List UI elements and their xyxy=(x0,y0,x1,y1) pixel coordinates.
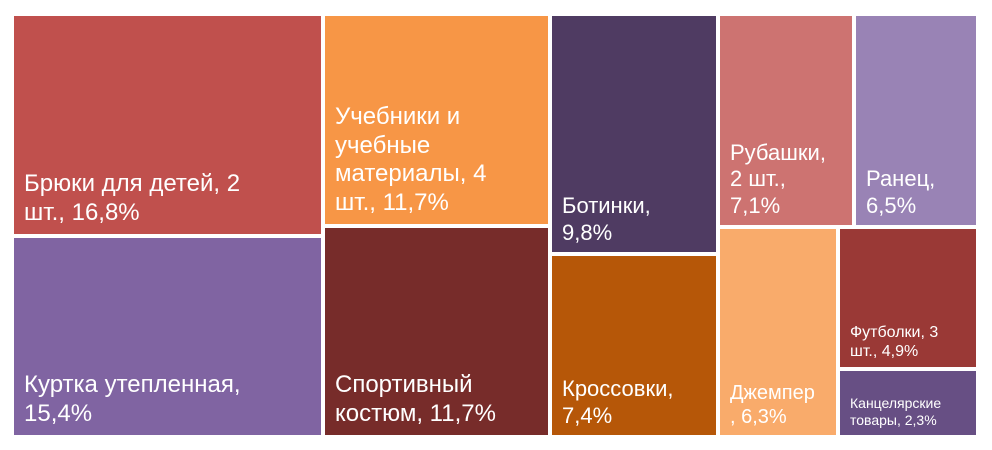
tile-label: Ранец, 6,5% xyxy=(866,166,936,218)
treemap-tile: Спортивный костюм, 11,7% xyxy=(323,226,550,437)
tile-label: Рубашки, 2 шт., 7,1% xyxy=(730,139,826,218)
treemap-tile: Учебники и учебные материалы, 4 шт., 11,… xyxy=(323,14,550,226)
treemap-tile: Канцелярские товары, 2,3% xyxy=(838,369,978,437)
treemap-tile: Ботинки, 9,8% xyxy=(550,14,718,254)
treemap-tile: Джемпер , 6,3% xyxy=(718,227,838,437)
tile-label: Канцелярские товары, 2,3% xyxy=(850,395,942,429)
treemap-tile: Куртка утепленная, 15,4% xyxy=(12,236,323,437)
tile-label: Спортивный костюм, 11,7% xyxy=(335,371,496,428)
treemap-tile: Футболки, 3 шт., 4,9% xyxy=(838,227,978,369)
treemap-tile: Ранец, 6,5% xyxy=(854,14,978,227)
tile-label: Учебники и учебные материалы, 4 шт., 11,… xyxy=(335,102,487,217)
tile-label: Куртка утепленная, 15,4% xyxy=(24,371,241,428)
tile-label: Джемпер , 6,3% xyxy=(730,382,815,428)
treemap-tile: Рубашки, 2 шт., 7,1% xyxy=(718,14,854,227)
treemap-tile: Брюки для детей, 2 шт., 16,8% xyxy=(12,14,323,236)
tile-label: Кроссовки, 7,4% xyxy=(562,376,674,428)
tile-label: Брюки для детей, 2 шт., 16,8% xyxy=(24,170,241,227)
tile-label: Ботинки, 9,8% xyxy=(562,193,651,245)
treemap-tile: Кроссовки, 7,4% xyxy=(550,254,718,437)
tile-label: Футболки, 3 шт., 4,9% xyxy=(850,323,939,360)
